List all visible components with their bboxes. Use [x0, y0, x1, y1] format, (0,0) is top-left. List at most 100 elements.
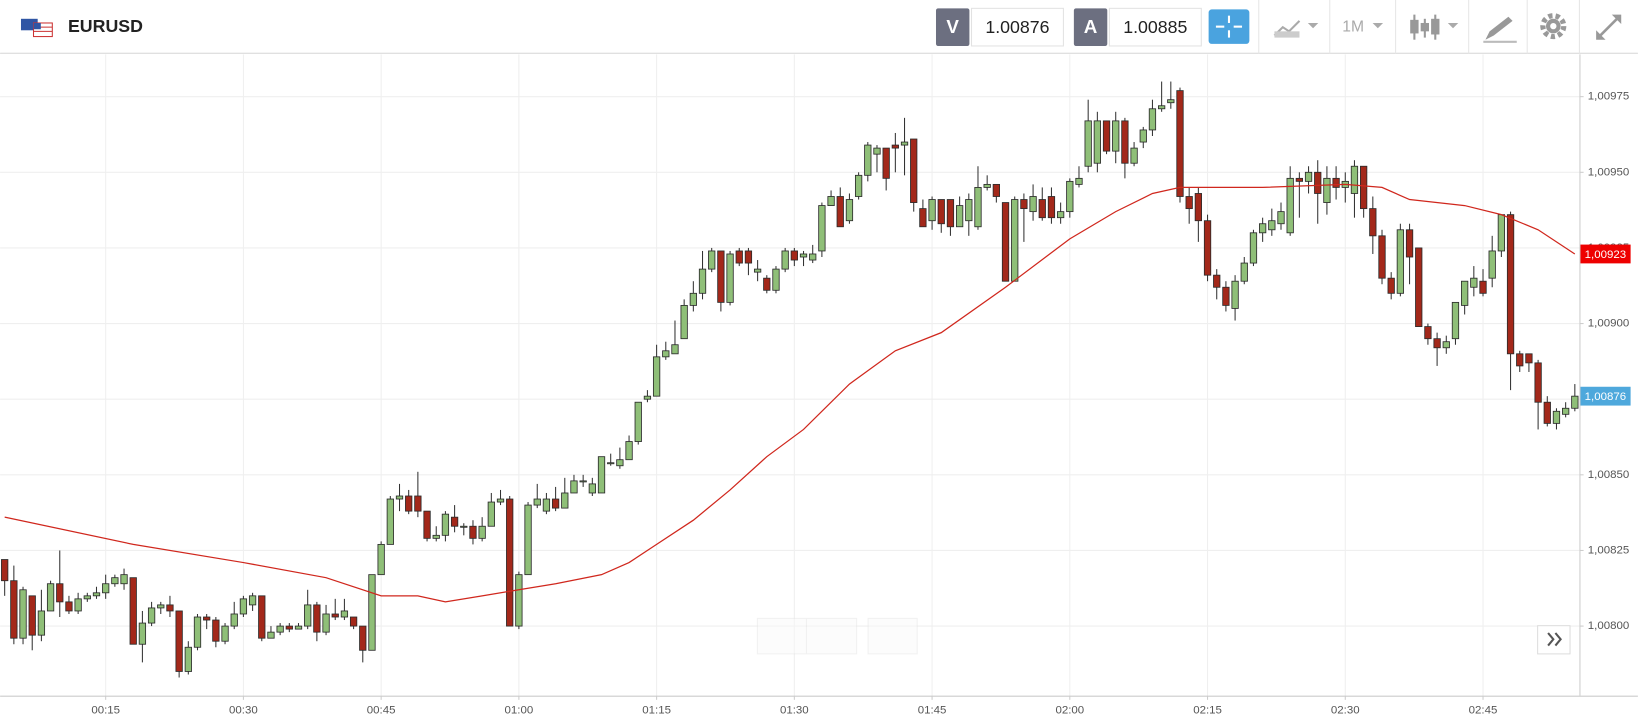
candle-body [1516, 353, 1524, 367]
candle-body [836, 196, 844, 228]
candle-body [203, 616, 211, 621]
candle-body [65, 601, 73, 612]
candle-body [698, 268, 707, 294]
symbol: EURUSD [68, 16, 143, 36]
y-tick-label: 1,00975 [1588, 91, 1629, 103]
candle-body [1249, 232, 1258, 264]
x-tick-label: 00:30 [229, 704, 258, 716]
candle-body [423, 510, 431, 539]
ask-label: A [1084, 16, 1098, 37]
candle-body [533, 498, 541, 506]
candle-body [551, 498, 560, 509]
bid-box[interactable] [970, 7, 1064, 47]
ask-badge [1073, 8, 1108, 46]
crosshair-button[interactable] [1208, 9, 1250, 44]
candle-body [1479, 280, 1487, 294]
candle-body [294, 625, 303, 630]
candle-body [1470, 277, 1478, 288]
candle-body [744, 250, 753, 264]
scroll-to-end-button[interactable] [1537, 625, 1571, 655]
drawing-button[interactable] [1483, 16, 1517, 43]
candle-body [1240, 262, 1248, 282]
candle-body [405, 495, 413, 512]
candle-body [1121, 120, 1129, 164]
bid-label: V [946, 16, 959, 37]
y-tick-label: 1,00850 [1588, 469, 1629, 481]
candle-body [1304, 171, 1313, 182]
bid-price: 1.00876 [985, 17, 1049, 37]
candle-body [1415, 247, 1423, 328]
candle-body [56, 583, 64, 603]
candle-body [1148, 108, 1157, 131]
candle-body [873, 147, 881, 155]
candle-body [1176, 90, 1184, 197]
candle-body [221, 625, 229, 642]
candle-body [395, 495, 404, 500]
candle-body [157, 604, 165, 609]
candle-body [790, 250, 798, 261]
candle-body [900, 141, 909, 146]
ask-price: 1.00885 [1123, 17, 1187, 37]
candle-body [1497, 214, 1506, 252]
candle-body [450, 516, 459, 527]
candle-body [1047, 196, 1056, 219]
candle-body [1562, 407, 1570, 415]
candle-body [1350, 165, 1359, 194]
candle-body [147, 607, 156, 624]
candle-body [680, 304, 688, 340]
candle-body [735, 250, 743, 264]
candle-body [304, 604, 312, 627]
candle-body [864, 144, 872, 176]
candle-body [166, 604, 174, 612]
x-tick-label: 00:45 [367, 704, 396, 716]
toolbar-bg [0, 0, 1638, 54]
candle-body [974, 187, 982, 228]
candle-body [1102, 120, 1111, 152]
candle-body [689, 292, 697, 306]
candle-body [717, 250, 725, 303]
candle-body [175, 610, 183, 672]
toolbar: EURUSD V 1.00876 A 1.00885 1M [0, 0, 1638, 54]
candle-body [1158, 105, 1166, 110]
candle-body [607, 462, 615, 465]
x-tick-label: 02:45 [1469, 704, 1498, 716]
candle-style-button[interactable] [1410, 14, 1459, 40]
candle-body [1451, 301, 1460, 340]
candle-body [597, 456, 606, 494]
chart-type-button[interactable] [1273, 20, 1319, 38]
candle-body [1534, 362, 1542, 403]
candle-body [432, 534, 440, 539]
candle-body [515, 574, 523, 627]
candle-body [1112, 120, 1120, 152]
candle-body [708, 250, 716, 270]
candle-body [827, 196, 835, 206]
candle-body [1231, 280, 1239, 309]
settings-button[interactable] [1540, 13, 1567, 40]
candle-body [570, 480, 578, 494]
candle-body [524, 504, 532, 576]
candle-body [46, 583, 55, 612]
candle-body [1075, 177, 1083, 185]
ask-box[interactable] [1108, 7, 1202, 47]
moving-average-line [4, 183, 1576, 603]
candle-body [643, 395, 652, 400]
candle-body [753, 268, 762, 273]
candle-body [1038, 199, 1046, 219]
candle-body [1203, 220, 1212, 276]
candle-body [1056, 211, 1065, 219]
candle-body [1066, 180, 1074, 213]
candle-body [28, 595, 36, 636]
candle-body [671, 344, 679, 355]
candle-body [102, 583, 110, 594]
axes: 1,008001,008251,008501,008751,009001,009… [91, 91, 1631, 716]
candle-body [1029, 196, 1037, 213]
candle-body [992, 183, 1000, 197]
timeframe-button[interactable]: 1M [1342, 18, 1384, 35]
scroll-controls[interactable] [756, 617, 918, 655]
candle-body [662, 350, 670, 358]
candle-body [1525, 353, 1533, 364]
candle-body [1194, 193, 1202, 222]
candle-body [1424, 326, 1432, 340]
candle-body [928, 199, 936, 222]
